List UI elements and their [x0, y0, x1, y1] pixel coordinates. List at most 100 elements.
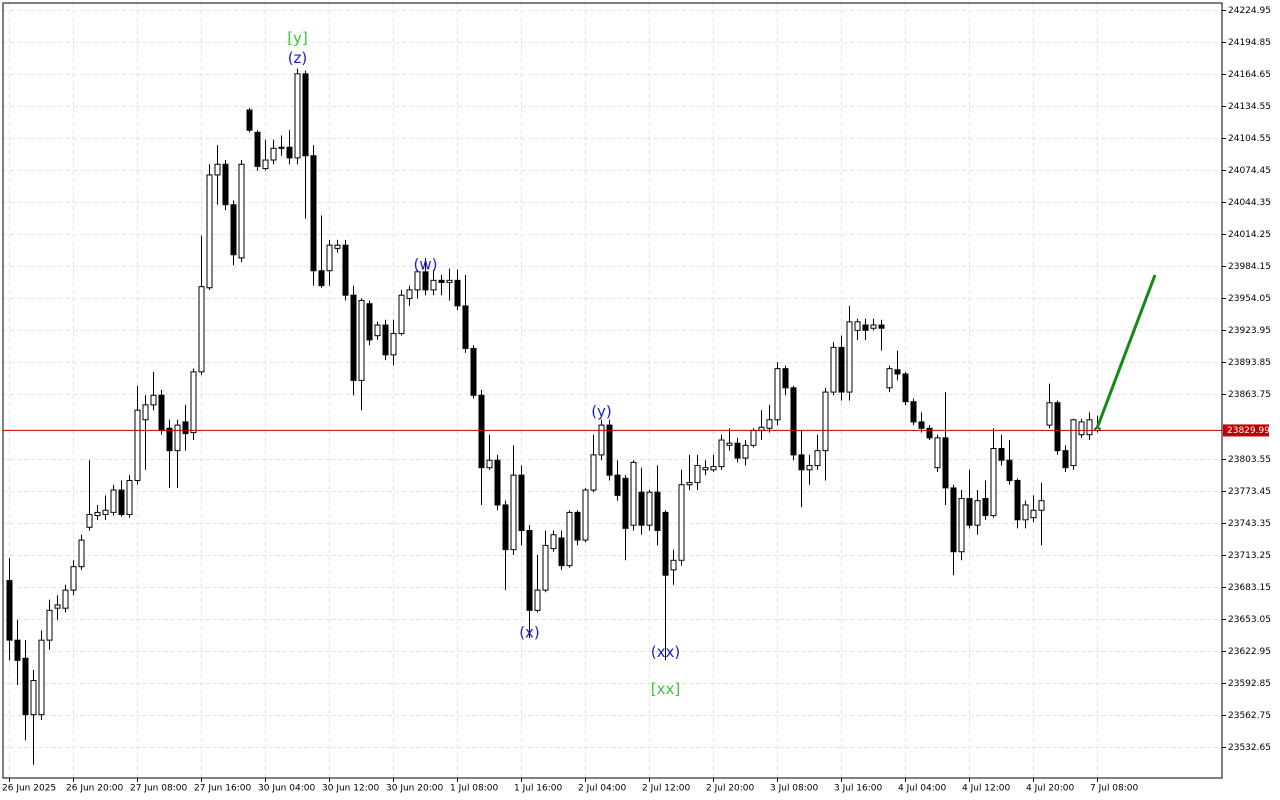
y-tick-label: 23773.45 [1228, 487, 1271, 497]
candle-body [678, 484, 685, 561]
candle-body [430, 279, 437, 291]
candle-body [78, 539, 85, 568]
candle-body [670, 559, 677, 571]
candle-body [630, 461, 637, 526]
x-tick-label: 30 Jun 12:00 [322, 784, 379, 794]
x-tick-label: 26 Jun 20:00 [66, 784, 123, 794]
candle-body [502, 504, 509, 551]
candle-body [598, 424, 605, 456]
y-tick-label: 24014.25 [1228, 230, 1271, 240]
candle-body [606, 424, 613, 476]
candle-body [310, 155, 317, 272]
candle-body [646, 491, 653, 526]
candle-body [1038, 500, 1045, 511]
candle-body [854, 321, 861, 331]
candle-body [1070, 419, 1077, 467]
candle-body [950, 487, 957, 553]
candle-body [446, 279, 453, 283]
candle-body [902, 373, 909, 403]
y-tick-label: 23803.55 [1228, 455, 1271, 465]
candle-body [406, 289, 413, 299]
candle-body [1078, 421, 1085, 436]
y-tick-label: 23743.35 [1228, 519, 1271, 529]
candle-body [518, 474, 525, 531]
candle-body [1062, 450, 1069, 469]
candle-body [62, 589, 69, 609]
candle-body [734, 442, 741, 459]
candle-body [334, 244, 341, 249]
candle-body [1046, 402, 1053, 426]
candle-body [878, 324, 885, 329]
wave-label: (z) [288, 49, 308, 67]
candle-body [382, 324, 389, 356]
candle-body [190, 371, 197, 434]
candle-body [1086, 419, 1093, 436]
y-tick-label: 24074.45 [1228, 166, 1271, 176]
candle-body [182, 421, 189, 435]
candle-body [614, 474, 621, 496]
candle-body [590, 454, 597, 491]
candle-body [694, 465, 701, 484]
candle-body [118, 489, 125, 516]
candle-body [910, 401, 917, 423]
candle-body [574, 511, 581, 541]
candle-body [414, 271, 421, 291]
candle-body [214, 163, 221, 176]
candle-body [358, 300, 365, 381]
candle-body [542, 544, 549, 591]
wave-label: [y] [287, 29, 308, 47]
candle-body [86, 514, 93, 528]
x-tick-label: 30 Jun 04:00 [258, 784, 315, 794]
candle-body [838, 346, 845, 393]
candle-body [478, 394, 485, 469]
candle-body [46, 609, 53, 641]
price-tag [1223, 424, 1269, 437]
candle-body [870, 324, 877, 329]
y-tick-label: 23923.95 [1228, 326, 1271, 336]
candle-body [782, 368, 789, 389]
candle-body [294, 73, 301, 159]
candle-body [206, 174, 213, 289]
wave-label: (w) [414, 255, 438, 273]
candle-body [726, 442, 733, 446]
candle-body [126, 479, 133, 516]
candle-body [22, 657, 29, 716]
candle-body [270, 147, 277, 161]
x-tick-label: 4 Jul 12:00 [962, 784, 1011, 794]
y-tick-label: 23863.75 [1228, 390, 1271, 400]
candle-body [422, 271, 429, 291]
candle-body [462, 305, 469, 349]
candle-body [990, 448, 997, 517]
candle-body [142, 404, 149, 421]
candle-body [766, 419, 773, 429]
candle-body [230, 204, 237, 256]
candle-body [774, 368, 781, 421]
candle-body [1030, 509, 1037, 519]
candle-body [790, 387, 797, 456]
candle-body [30, 680, 37, 716]
y-tick-label: 24164.65 [1228, 70, 1271, 80]
y-tick-label: 24104.55 [1228, 134, 1271, 144]
candle-body [38, 639, 45, 716]
candle-body [134, 409, 141, 481]
x-tick-label: 30 Jun 20:00 [386, 784, 443, 794]
x-tick-label: 4 Jul 04:00 [898, 784, 947, 794]
x-tick-label: 2 Jul 12:00 [642, 784, 691, 794]
candle-body [710, 466, 717, 471]
candle-body [390, 333, 397, 356]
candle-body [150, 394, 157, 406]
candle-body [318, 270, 325, 287]
candle-body [566, 511, 573, 567]
candle-body [830, 346, 837, 393]
y-tick-label: 24224.95 [1228, 6, 1271, 16]
wave-label: (y) [591, 402, 612, 420]
candle-body [342, 244, 349, 296]
wave-label: [xx] [651, 680, 680, 698]
candle-body [1006, 459, 1013, 481]
y-tick-label: 24044.35 [1228, 198, 1271, 208]
candle-body [798, 454, 805, 471]
y-tick-label: 23592.85 [1228, 679, 1271, 689]
y-tick-label: 23713.25 [1228, 551, 1271, 561]
